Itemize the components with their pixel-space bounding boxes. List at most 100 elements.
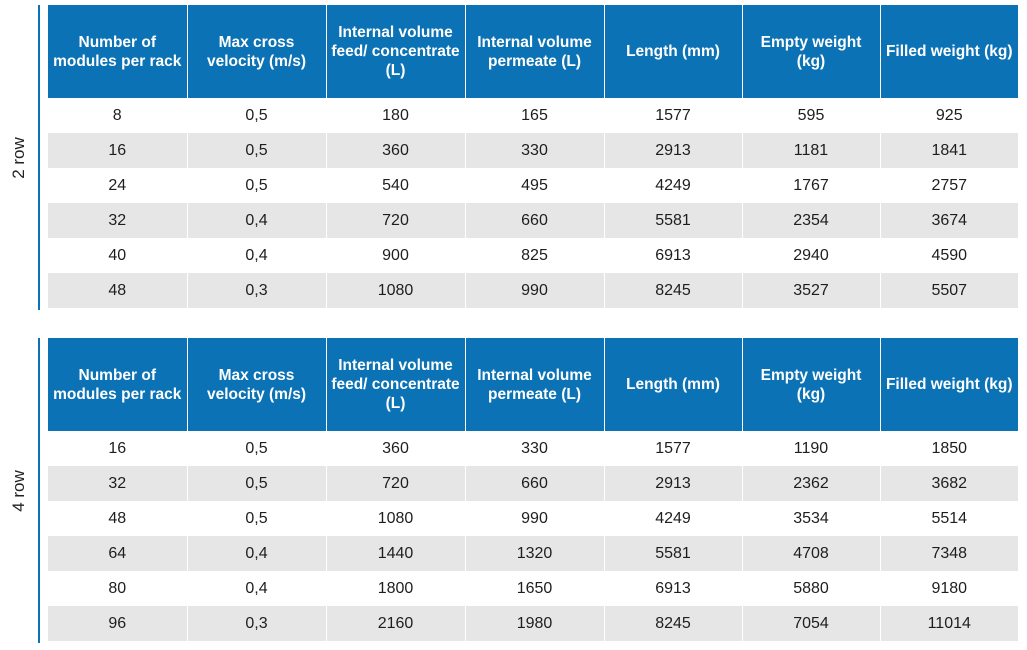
cell-filled-weight: 2757 (880, 168, 1018, 203)
cell-modules: 16 (48, 133, 188, 168)
table-row: 64 0,4 1440 1320 5581 4708 7348 (48, 536, 1018, 571)
cell-volume-feed: 900 (326, 238, 466, 273)
table-row: 32 0,4 720 660 5581 2354 3674 (48, 203, 1018, 238)
cell-filled-weight: 1841 (880, 133, 1018, 168)
cell-length: 6913 (604, 238, 743, 273)
specs-table-2-row: Number of modules per rack Max cross vel… (48, 5, 1018, 308)
cell-empty-weight: 2940 (742, 238, 881, 273)
table-row: 32 0,5 720 660 2913 2362 3682 (48, 466, 1018, 501)
cell-velocity: 0,4 (187, 536, 327, 571)
cell-length: 5581 (604, 203, 743, 238)
cell-length: 8245 (604, 273, 743, 308)
cell-modules: 32 (48, 466, 188, 501)
cell-modules: 80 (48, 571, 188, 606)
cell-filled-weight: 9180 (880, 571, 1018, 606)
cell-volume-feed: 1080 (326, 501, 466, 536)
section-divider-line (38, 338, 40, 643)
cell-empty-weight: 4708 (742, 536, 881, 571)
table-row: 16 0,5 360 330 1577 1190 1850 (48, 431, 1018, 466)
cell-length: 6913 (604, 571, 743, 606)
cell-volume-feed: 1080 (326, 273, 466, 308)
cell-length: 4249 (604, 168, 743, 203)
cell-volume-permeate: 660 (465, 466, 605, 501)
cell-volume-permeate: 495 (465, 168, 605, 203)
cell-volume-feed: 1800 (326, 571, 466, 606)
cell-velocity: 0,4 (187, 238, 327, 273)
cell-modules: 64 (48, 536, 188, 571)
header-row: Number of modules per rack Max cross vel… (48, 5, 1018, 98)
cell-filled-weight: 1850 (880, 431, 1018, 466)
cell-volume-permeate: 330 (465, 431, 605, 466)
header-length: Length (mm) (604, 338, 743, 431)
header-filled-weight: Filled weight (kg) (880, 338, 1018, 431)
header-empty-weight: Empty weight (kg) (742, 5, 881, 98)
cell-length: 5581 (604, 536, 743, 571)
cell-filled-weight: 4590 (880, 238, 1018, 273)
cell-empty-weight: 2362 (742, 466, 881, 501)
cell-velocity: 0,5 (187, 431, 327, 466)
cell-empty-weight: 1767 (742, 168, 881, 203)
table-row: 80 0,4 1800 1650 6913 5880 9180 (48, 571, 1018, 606)
cell-empty-weight: 7054 (742, 606, 881, 641)
cell-filled-weight: 5507 (880, 273, 1018, 308)
cell-volume-permeate: 1650 (465, 571, 605, 606)
cell-filled-weight: 3674 (880, 203, 1018, 238)
header-max-cross-velocity: Max cross velocity (m/s) (187, 338, 327, 431)
header-empty-weight: Empty weight (kg) (742, 338, 881, 431)
table-row: 96 0,3 2160 1980 8245 7054 11014 (48, 606, 1018, 641)
cell-volume-feed: 720 (326, 466, 466, 501)
cell-velocity: 0,4 (187, 571, 327, 606)
cell-volume-feed: 540 (326, 168, 466, 203)
cell-volume-feed: 180 (326, 98, 466, 133)
header-modules-per-rack: Number of modules per rack (48, 338, 188, 431)
cell-volume-feed: 1440 (326, 536, 466, 571)
header-volume-feed: Internal volume feed/ concentrate (L) (326, 5, 466, 98)
cell-velocity: 0,5 (187, 168, 327, 203)
cell-modules: 16 (48, 431, 188, 466)
cell-modules: 40 (48, 238, 188, 273)
header-volume-feed: Internal volume feed/ concentrate (L) (326, 338, 466, 431)
table-row: 16 0,5 360 330 2913 1181 1841 (48, 133, 1018, 168)
header-volume-permeate: Internal volume permeate (L) (465, 338, 605, 431)
cell-filled-weight: 5514 (880, 501, 1018, 536)
cell-filled-weight: 925 (880, 98, 1018, 133)
cell-velocity: 0,5 (187, 98, 327, 133)
table-section-4-row: 4 row Number of modules per rack Max cro… (0, 338, 1027, 643)
cell-empty-weight: 2354 (742, 203, 881, 238)
cell-length: 1577 (604, 98, 743, 133)
cell-volume-permeate: 1320 (465, 536, 605, 571)
table-row: 24 0,5 540 495 4249 1767 2757 (48, 168, 1018, 203)
cell-volume-permeate: 330 (465, 133, 605, 168)
table-row: 40 0,4 900 825 6913 2940 4590 (48, 238, 1018, 273)
cell-empty-weight: 595 (742, 98, 881, 133)
cell-volume-feed: 360 (326, 431, 466, 466)
table-section-2-row: 2 row Number of modules per rack Max cro… (0, 5, 1027, 310)
row-label-2-row: 2 row (9, 136, 28, 179)
cell-volume-feed: 360 (326, 133, 466, 168)
cell-volume-feed: 2160 (326, 606, 466, 641)
cell-length: 1577 (604, 431, 743, 466)
cell-volume-permeate: 1980 (465, 606, 605, 641)
cell-volume-feed: 720 (326, 203, 466, 238)
cell-empty-weight: 3534 (742, 501, 881, 536)
cell-length: 8245 (604, 606, 743, 641)
table-row: 48 0,5 1080 990 4249 3534 5514 (48, 501, 1018, 536)
cell-volume-permeate: 990 (465, 501, 605, 536)
header-length: Length (mm) (604, 5, 743, 98)
cell-velocity: 0,5 (187, 501, 327, 536)
row-label-container: 4 row (0, 338, 38, 643)
cell-modules: 48 (48, 501, 188, 536)
cell-velocity: 0,3 (187, 606, 327, 641)
cell-modules: 48 (48, 273, 188, 308)
cell-length: 2913 (604, 466, 743, 501)
cell-empty-weight: 1181 (742, 133, 881, 168)
header-volume-permeate: Internal volume permeate (L) (465, 5, 605, 98)
cell-modules: 24 (48, 168, 188, 203)
cell-volume-permeate: 825 (465, 238, 605, 273)
cell-volume-permeate: 165 (465, 98, 605, 133)
cell-modules: 8 (48, 98, 188, 133)
table-row: 48 0,3 1080 990 8245 3527 5507 (48, 273, 1018, 308)
cell-length: 2913 (604, 133, 743, 168)
cell-velocity: 0,5 (187, 466, 327, 501)
row-label-4-row: 4 row (9, 469, 28, 512)
